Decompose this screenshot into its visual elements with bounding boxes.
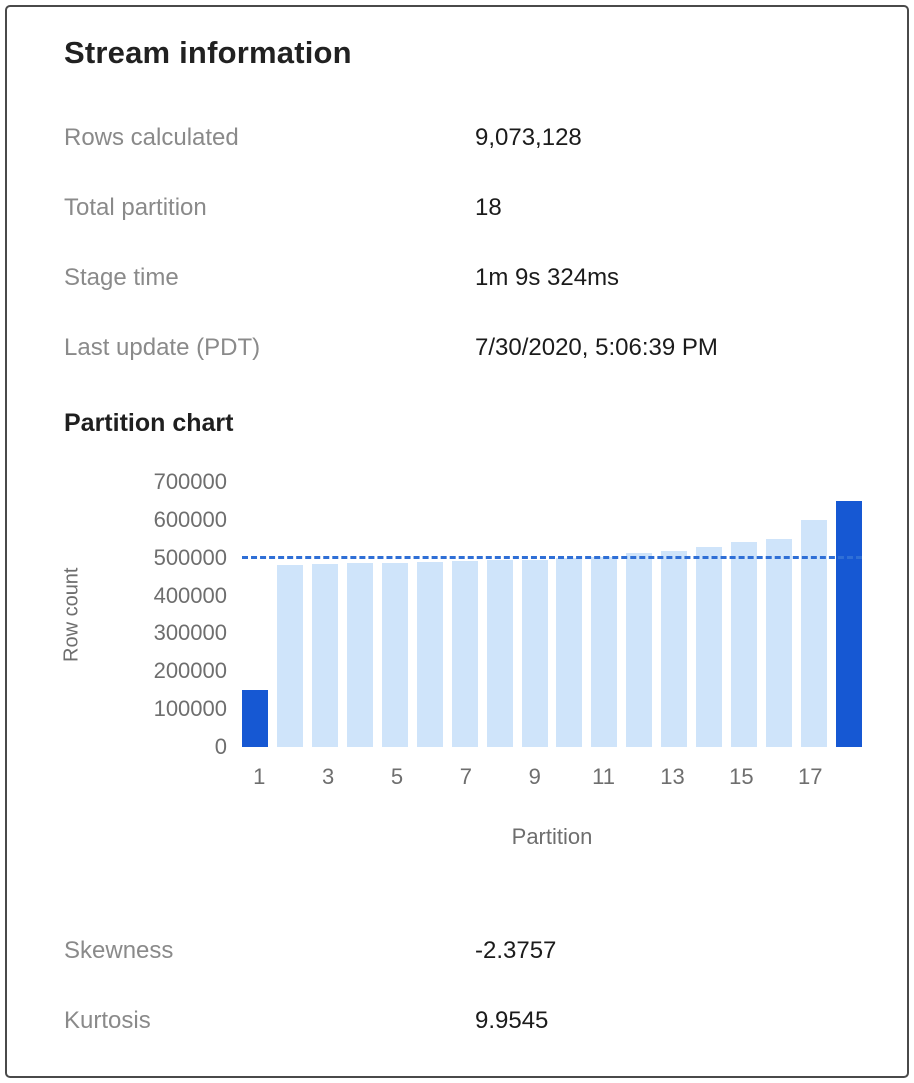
- x-tick-label: 15: [729, 764, 754, 789]
- x-tick-label: [690, 764, 724, 790]
- info-value: 18: [475, 194, 502, 221]
- y-axis-ticks: 0 100000 200000 300000 400000 500000 600000 700…: [87, 469, 227, 759]
- x-axis-ticks: 1 3 5 7 9 11 13 15 17: [242, 764, 862, 790]
- stats-label: Skewness: [64, 937, 174, 964]
- bar-partition-6: [416, 561, 443, 747]
- y-tick-label: 500000: [153, 544, 227, 570]
- x-tick-label: 5: [390, 764, 404, 789]
- x-tick-label: [345, 764, 379, 790]
- x-axis-title: Partition: [511, 824, 593, 849]
- x-tick-label: [414, 764, 448, 790]
- bar-partition-3: [311, 564, 338, 747]
- bar-partition-7: [451, 561, 478, 747]
- info-row-stage-time: Stage time 1m 9s 324ms: [64, 243, 867, 313]
- bar-partition-2: [276, 564, 303, 747]
- average-row-count-line: [242, 556, 862, 560]
- bar-partition-18: [835, 500, 862, 747]
- stats-rows: Skewness -2.3757 Kurtosis 9.9545: [64, 916, 867, 1056]
- bar-partition-9: [521, 559, 548, 747]
- y-tick-label: 600000: [153, 506, 227, 532]
- panel-title: Stream information: [64, 35, 352, 70]
- x-tick-label: 11: [592, 764, 616, 789]
- x-tick-label: 7: [459, 764, 472, 789]
- info-row-rows-calculated: Rows calculated 9,073,128: [64, 103, 867, 173]
- x-tick-label: 13: [660, 764, 685, 789]
- stats-row-kurtosis: Kurtosis 9.9545: [64, 986, 867, 1056]
- bar-partition-15: [731, 542, 758, 747]
- x-tick-label: 3: [321, 764, 335, 789]
- info-value: 7/30/2020, 5:06:39 PM: [475, 334, 718, 361]
- stats-value: 9.9545: [475, 1007, 549, 1034]
- bar-partition-14: [696, 547, 723, 747]
- y-tick-label: 0: [214, 734, 227, 759]
- info-rows: Rows calculated 9,073,128 Total partitio…: [64, 103, 867, 383]
- bar-partition-12: [626, 552, 653, 747]
- info-label: Rows calculated: [64, 124, 239, 151]
- stream-information-panel: Stream information Rows calculated 9,073…: [5, 5, 909, 1078]
- x-tick-label: [483, 764, 517, 790]
- bar-partition-11: [591, 556, 618, 747]
- y-tick-label: 200000: [153, 658, 227, 684]
- x-tick-label: 9: [528, 764, 541, 789]
- bar-partition-8: [486, 560, 513, 747]
- x-tick-label: [827, 764, 861, 790]
- stats-label: Kurtosis: [64, 1007, 151, 1034]
- info-value: 1m 9s 324ms: [475, 264, 620, 291]
- x-tick-label: [276, 764, 310, 790]
- bar-partition-4: [346, 563, 373, 747]
- x-tick-label: [621, 764, 655, 790]
- x-tick-label: [759, 764, 793, 790]
- y-tick-label: 300000: [153, 620, 227, 646]
- bar-partition-16: [766, 538, 793, 747]
- bar-partition-17: [801, 519, 827, 747]
- partition-chart-title: Partition chart: [64, 409, 234, 437]
- x-tick-label: 17: [797, 764, 823, 789]
- info-label: Total partition: [64, 194, 207, 221]
- stats-value: -2.3757: [475, 937, 557, 964]
- bar-partition-5: [381, 562, 408, 747]
- x-tick-label: [552, 764, 586, 790]
- partition-bar-chart: Row count 0 100000 200000 300000 400000 50000…: [7, 442, 907, 890]
- info-label: Stage time: [64, 264, 179, 291]
- y-axis-title: Row count: [60, 567, 83, 662]
- info-value: 9,073,128: [475, 124, 582, 151]
- y-tick-label: 700000: [153, 469, 227, 494]
- info-row-last-update: Last update (PDT) 7/30/2020, 5:06:39 PM: [64, 313, 867, 383]
- y-tick-label: 100000: [153, 696, 227, 722]
- x-tick-label: 1: [253, 764, 266, 789]
- bar-partition-13: [661, 550, 688, 747]
- stats-row-skewness: Skewness -2.3757: [64, 916, 867, 986]
- bar-partition-10: [556, 558, 583, 747]
- bar-partition-1: [242, 690, 268, 747]
- info-label: Last update (PDT): [64, 334, 261, 361]
- y-tick-label: 400000: [153, 582, 227, 608]
- chart-plot-area: [242, 482, 862, 747]
- info-row-total-partition: Total partition 18: [64, 173, 867, 243]
